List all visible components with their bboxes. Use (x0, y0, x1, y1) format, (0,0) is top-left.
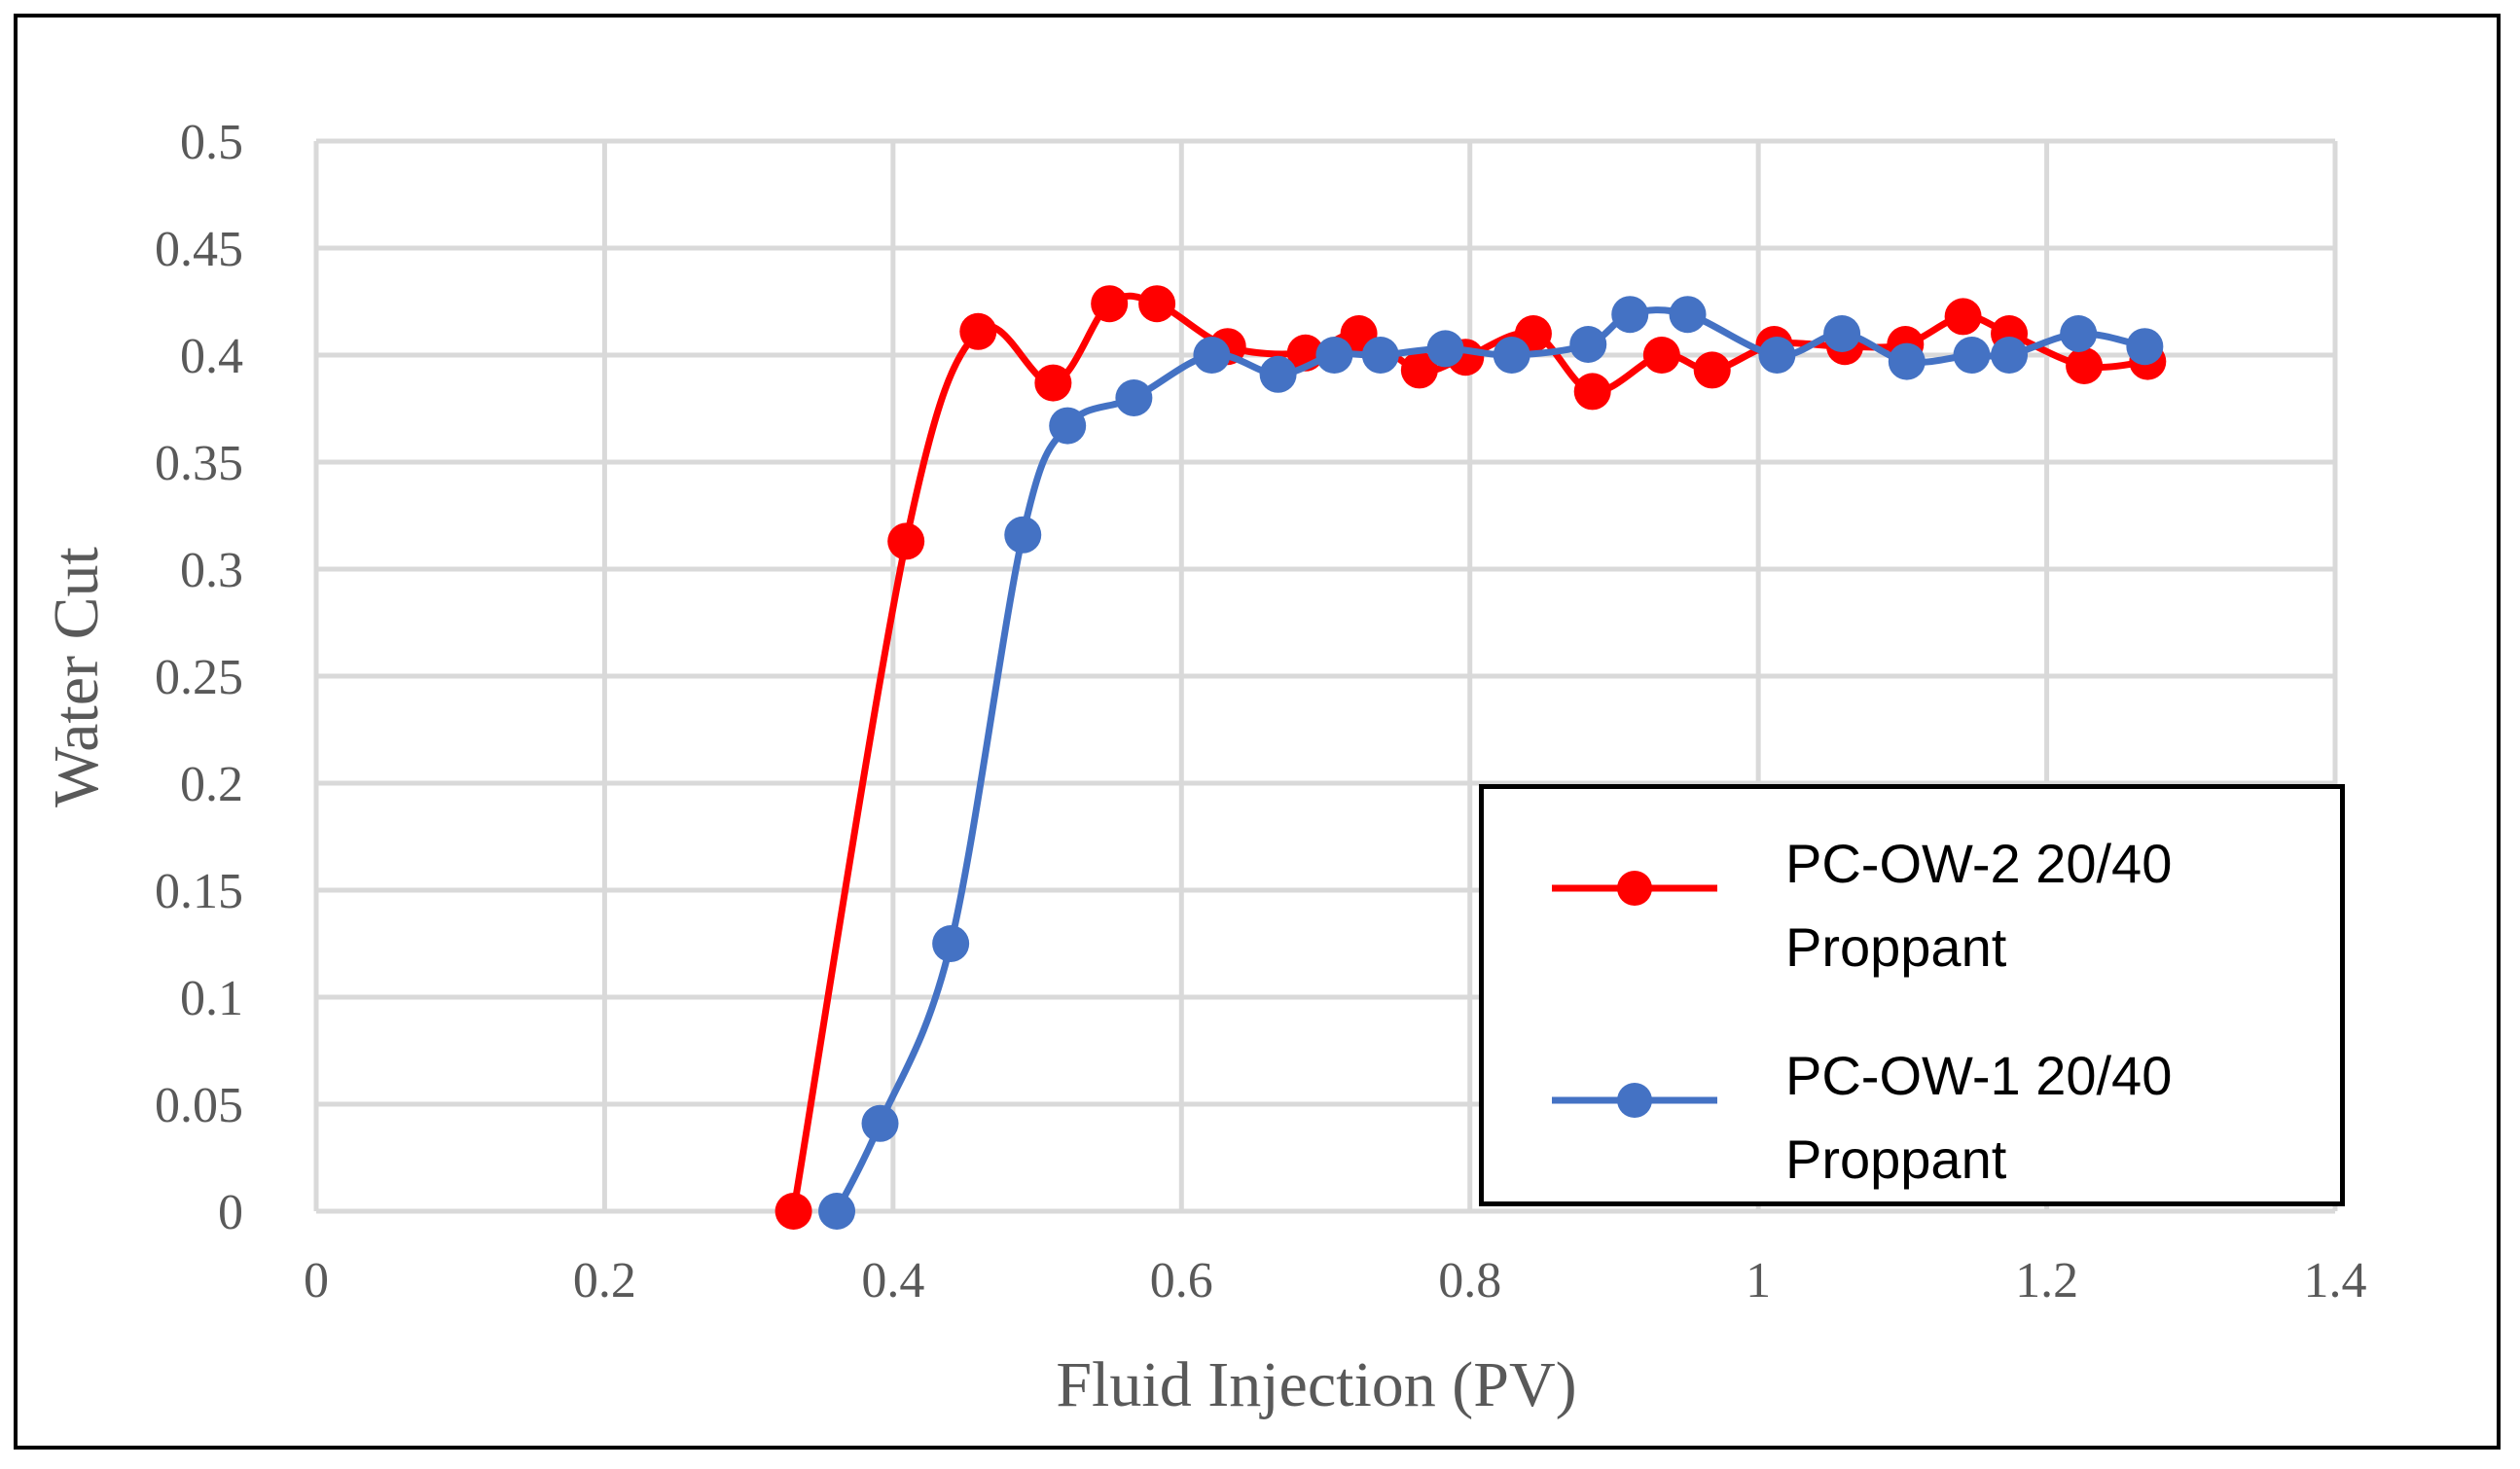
legend-swatch-pc-ow-1 (1552, 1083, 1717, 1118)
data-point (1091, 285, 1129, 323)
data-point (1259, 355, 1297, 393)
data-point (1034, 364, 1072, 402)
data-point (1115, 379, 1153, 416)
data-point (861, 1104, 899, 1142)
y-tick-label: 0.4 (180, 329, 243, 384)
data-point (1823, 315, 1861, 352)
data-point (932, 925, 970, 962)
data-point (1953, 337, 1991, 374)
data-point (1004, 516, 1042, 554)
y-tick-label: 0.15 (155, 864, 243, 919)
data-point (1944, 298, 1982, 336)
x-axis-title: Fluid Injection (PV) (1056, 1349, 1576, 1420)
y-tick-label: 0.5 (180, 115, 243, 170)
y-tick-label: 0.1 (180, 971, 243, 1026)
legend-entry-pc-ow-1: PC-OW-1 20/40 Proppant (1552, 1034, 2330, 1209)
data-point (887, 522, 925, 560)
data-point (1049, 407, 1087, 445)
data-point (959, 312, 997, 350)
data-point (1361, 337, 1399, 374)
data-point (1493, 337, 1530, 374)
data-point (1693, 351, 1731, 389)
data-point (1991, 337, 2029, 374)
x-tick-label: 1 (1746, 1253, 1771, 1308)
x-tick-label: 0 (304, 1253, 329, 1308)
y-tick-label: 0.25 (155, 650, 243, 705)
x-tick-label: 0.4 (861, 1253, 924, 1308)
data-point (1642, 337, 1680, 374)
legend-label-pc-ow-1: PC-OW-1 20/40 Proppant (1785, 1045, 2173, 1190)
x-tick-label: 1.4 (2304, 1253, 2367, 1308)
data-point (1611, 296, 1649, 334)
series-2 (818, 296, 2164, 1230)
data-point (1315, 337, 1353, 374)
x-tick-label: 0.2 (573, 1253, 636, 1308)
legend-label-pc-ow-2: PC-OW-2 20/40 Proppant (1785, 833, 2173, 978)
data-point (2066, 347, 2104, 384)
y-tick-label: 0.2 (180, 757, 243, 812)
data-point (1669, 296, 1707, 334)
data-point (774, 1193, 812, 1230)
x-tick-label: 0.6 (1150, 1253, 1213, 1308)
y-tick-label: 0.05 (155, 1078, 243, 1133)
data-point (1569, 326, 1607, 363)
x-tick-label: 0.8 (1438, 1253, 1501, 1308)
data-point (818, 1193, 856, 1230)
y-tick-label: 0.45 (155, 222, 243, 277)
y-axis-title: Water Cut (41, 547, 112, 807)
data-point (2060, 315, 2098, 352)
y-tick-label: 0.3 (180, 543, 243, 598)
data-point (1758, 337, 1796, 374)
y-tick-label: 0 (218, 1185, 243, 1240)
legend-entry-pc-ow-2: PC-OW-2 20/40 Proppant (1552, 822, 2330, 997)
data-point (1138, 285, 1176, 323)
data-point (1426, 330, 1464, 368)
legend-swatch-pc-ow-2 (1552, 871, 1717, 906)
x-tick-label: 1.2 (2015, 1253, 2078, 1308)
y-tick-label: 0.35 (155, 436, 243, 491)
data-point (2126, 328, 2164, 366)
chart-plot: 0 0.05 0.1 0.15 0.2 0.25 0.3 0.35 0.4 0.45 0.5 0 0.2… (41, 115, 2367, 1420)
data-point (1888, 342, 1926, 380)
data-point (1400, 351, 1438, 389)
legend: PC-OW-2 20/40 Proppant PC-OW-1 20/40 Pro… (1479, 784, 2345, 1206)
data-point (1193, 337, 1231, 374)
chart-frame: 0 0.05 0.1 0.15 0.2 0.25 0.3 0.35 0.4 0.45 0.5 0 0.2… (14, 14, 2501, 1450)
data-point (1573, 373, 1611, 411)
